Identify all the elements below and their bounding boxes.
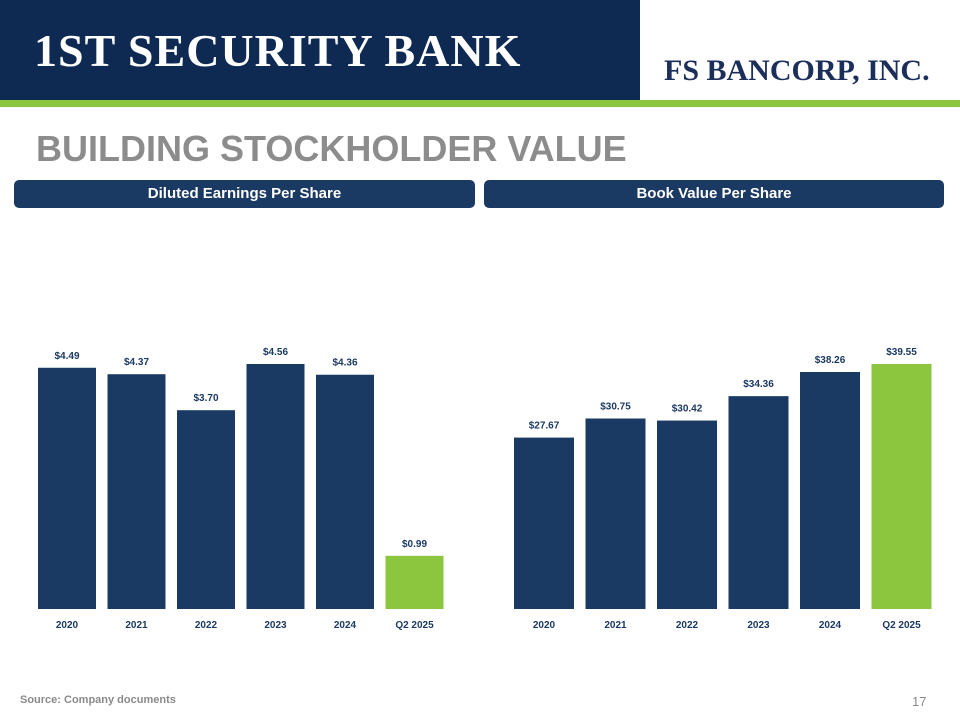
- bvps-data-label: $34.36: [743, 379, 774, 390]
- eps-bar-2023: [246, 364, 305, 609]
- page-number: 17: [912, 694, 927, 709]
- eps-category-label: 2023: [264, 620, 287, 631]
- bvps-data-label: $27.67: [529, 421, 560, 432]
- green-divider: [0, 100, 960, 107]
- bvps-category-label: 2024: [819, 620, 842, 631]
- bvps-data-label: $30.42: [672, 404, 703, 415]
- bvps-category-label: Q2 2025: [882, 620, 921, 631]
- bvps-category-label: 2022: [676, 620, 699, 631]
- first-security-bank-logo: 1ST SECURITY BANK: [34, 25, 522, 76]
- eps-data-label: $3.70: [193, 393, 218, 404]
- eps-data-label: $0.99: [402, 539, 427, 550]
- bvps-bar-2023: [728, 396, 789, 609]
- bvps-data-label: $30.75: [600, 402, 631, 413]
- eps-category-label: 2024: [334, 620, 357, 631]
- eps-data-label: $4.49: [54, 351, 79, 362]
- bvps-bar-q2-2025: [871, 364, 932, 609]
- top-banner: [0, 0, 640, 100]
- bvps-bar-2022: [657, 420, 717, 609]
- eps-category-label: 2020: [56, 620, 79, 631]
- page-title: BUILDING STOCKHOLDER VALUE: [36, 128, 627, 169]
- eps-data-label: $4.37: [124, 357, 149, 368]
- eps-bar-q2-2025: [385, 555, 444, 609]
- fs-bancorp-logo: FS BANCORP, INC.: [664, 54, 930, 87]
- eps-category-label: 2021: [125, 620, 148, 631]
- eps-data-label: $4.36: [332, 358, 357, 369]
- eps-bar-2022: [177, 410, 235, 609]
- source-note: Source: Company documents: [20, 694, 176, 706]
- bvps-data-label: $38.26: [815, 355, 846, 366]
- bvps-bar-2024: [800, 371, 860, 609]
- eps-bar-2024: [316, 374, 374, 609]
- eps-category-label: 2022: [195, 620, 218, 631]
- eps-bar-2021: [107, 374, 166, 609]
- bvps-category-label: 2021: [604, 620, 627, 631]
- bvps-bar-2021: [585, 418, 646, 609]
- bvps-category-label: 2020: [533, 620, 556, 631]
- eps-chart-header: Diluted Earnings Per Share: [14, 180, 475, 208]
- book-value-chart-header: Book Value Per Share: [484, 180, 944, 208]
- bvps-category-label: 2023: [747, 620, 770, 631]
- bvps-data-label: $39.55: [886, 347, 917, 358]
- eps-data-label: $4.56: [263, 347, 288, 358]
- bvps-bar-2020: [514, 437, 574, 609]
- eps-bar-2020: [38, 367, 96, 609]
- eps-category-label: Q2 2025: [395, 620, 434, 631]
